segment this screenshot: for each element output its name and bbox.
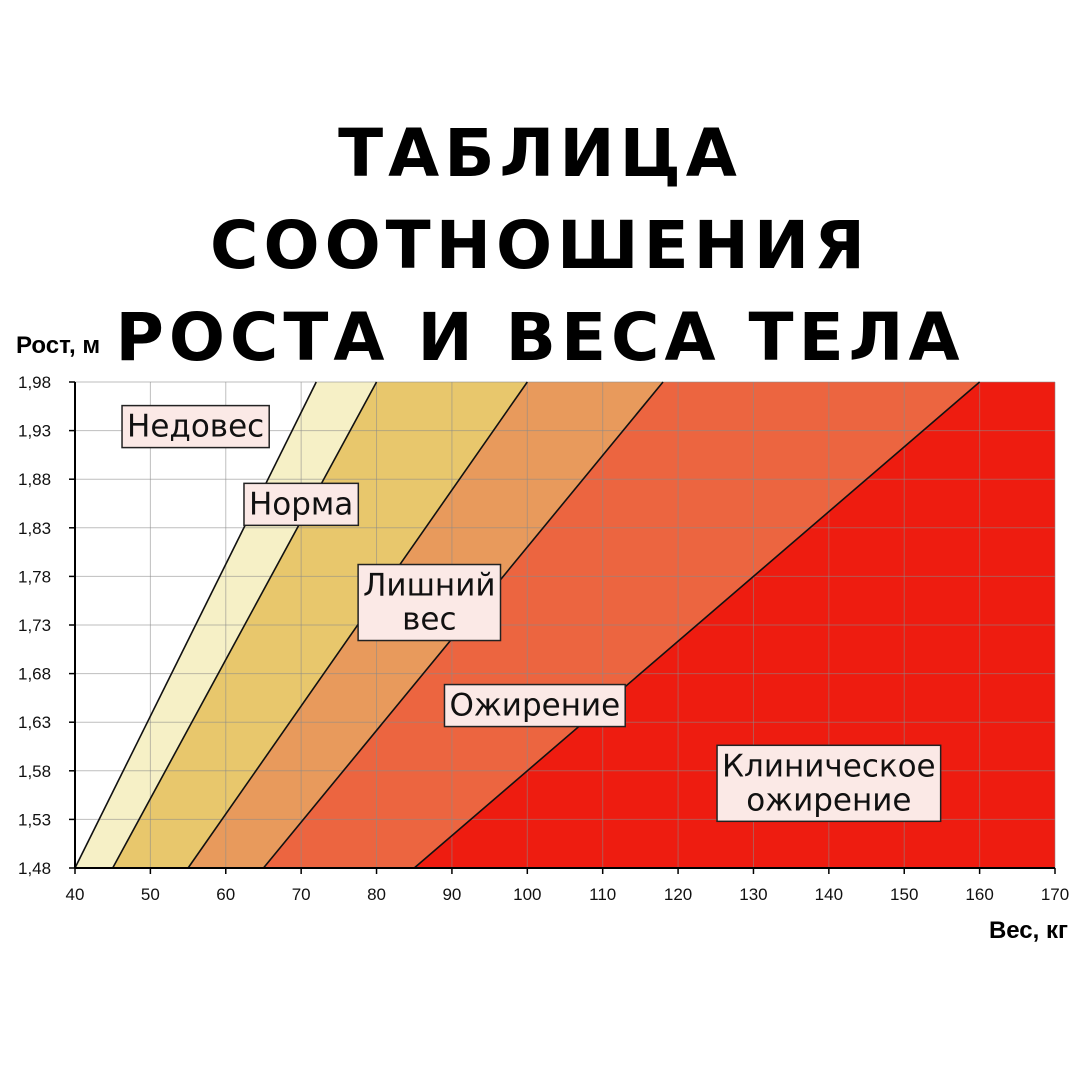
- x-tick-label: 90: [442, 885, 461, 904]
- axes-layer: 40 50 60 70 80 90 100 110 120 130 140 150 160 170 1,98…: [18, 373, 1069, 904]
- label-normal: Норма: [243, 482, 360, 527]
- label-normal-box: [243, 482, 360, 527]
- zone-label-line: Лишний: [363, 568, 495, 604]
- x-tick-label: 150: [890, 885, 918, 904]
- x-tick-label: 50: [141, 885, 160, 904]
- x-tick-label: 40: [66, 885, 85, 904]
- y-axis-label: Рост, м: [16, 332, 101, 359]
- label-obese-text: Ожирение: [449, 688, 620, 724]
- zone-labels-layer: Недовес Норма Лишний вес Ожирение Клиническое…: [121, 404, 942, 823]
- y-tick-label: 1,53: [18, 810, 51, 829]
- y-tick-label: 1,63: [18, 713, 51, 732]
- boundary-line: [111, 381, 378, 869]
- label-obese: Ожирение: [443, 683, 626, 728]
- page-title: ТАБЛИЦА СООТНОШЕНИЯ РОСТА И ВЕСА ТЕЛА: [0, 108, 1080, 384]
- zone-label-line: Ожирение: [449, 688, 620, 724]
- y-tick-label: 1,98: [18, 373, 51, 392]
- boundary-line: [74, 381, 317, 869]
- zone-label-line: ожирение: [746, 782, 911, 818]
- y-tick-label: 1,93: [18, 422, 51, 441]
- title-line-2: РОСТА И ВЕСА ТЕЛА: [115, 299, 965, 376]
- y-tick-label: 1,68: [18, 665, 51, 684]
- y-tick-label: 1,48: [18, 859, 51, 878]
- x-tick-label: 170: [1041, 885, 1069, 904]
- zone-label-line: вес: [402, 602, 456, 638]
- label-clinical-obese: Клиническое ожирение: [716, 744, 942, 823]
- label-clinical-obese-box: [716, 744, 942, 823]
- label-overweight: Лишний вес: [357, 563, 502, 642]
- y-tick-label: 1,88: [18, 470, 51, 489]
- zone-label-line: Норма: [249, 486, 353, 522]
- title-line-1: ТАБЛИЦА СООТНОШЕНИЯ: [210, 115, 870, 284]
- x-axis-label: Вес, кг: [988, 917, 1068, 944]
- x-tick-label: 70: [292, 885, 311, 904]
- label-obese-box: [443, 683, 626, 728]
- x-tick-label: 100: [513, 885, 541, 904]
- zone-label-line: Клиническое: [722, 748, 936, 784]
- label-underweight-box: [121, 404, 270, 449]
- x-tick-label: 160: [965, 885, 993, 904]
- label-overweight-text: Лишний вес: [363, 568, 495, 638]
- x-tick-label: 140: [815, 885, 843, 904]
- x-tick-label: 60: [216, 885, 235, 904]
- x-tick-label: 110: [589, 885, 616, 904]
- label-normal-text: Норма: [249, 486, 353, 522]
- y-tick-label: 1,58: [18, 762, 51, 781]
- label-underweight: Недовес: [121, 404, 270, 449]
- x-tick-label: 80: [367, 885, 386, 904]
- y-tick-label: 1,78: [18, 567, 51, 586]
- x-tick-label: 130: [739, 885, 767, 904]
- boundary-line: [413, 381, 981, 869]
- label-clinical-obese-text: Клиническое ожирение: [722, 748, 936, 818]
- x-tick-label: 120: [664, 885, 692, 904]
- y-tick-label: 1,73: [18, 616, 51, 635]
- y-tick-label: 1,83: [18, 519, 51, 538]
- label-underweight-text: Недовес: [127, 409, 264, 445]
- label-overweight-box: [357, 563, 502, 642]
- zone-label-line: Недовес: [127, 409, 264, 445]
